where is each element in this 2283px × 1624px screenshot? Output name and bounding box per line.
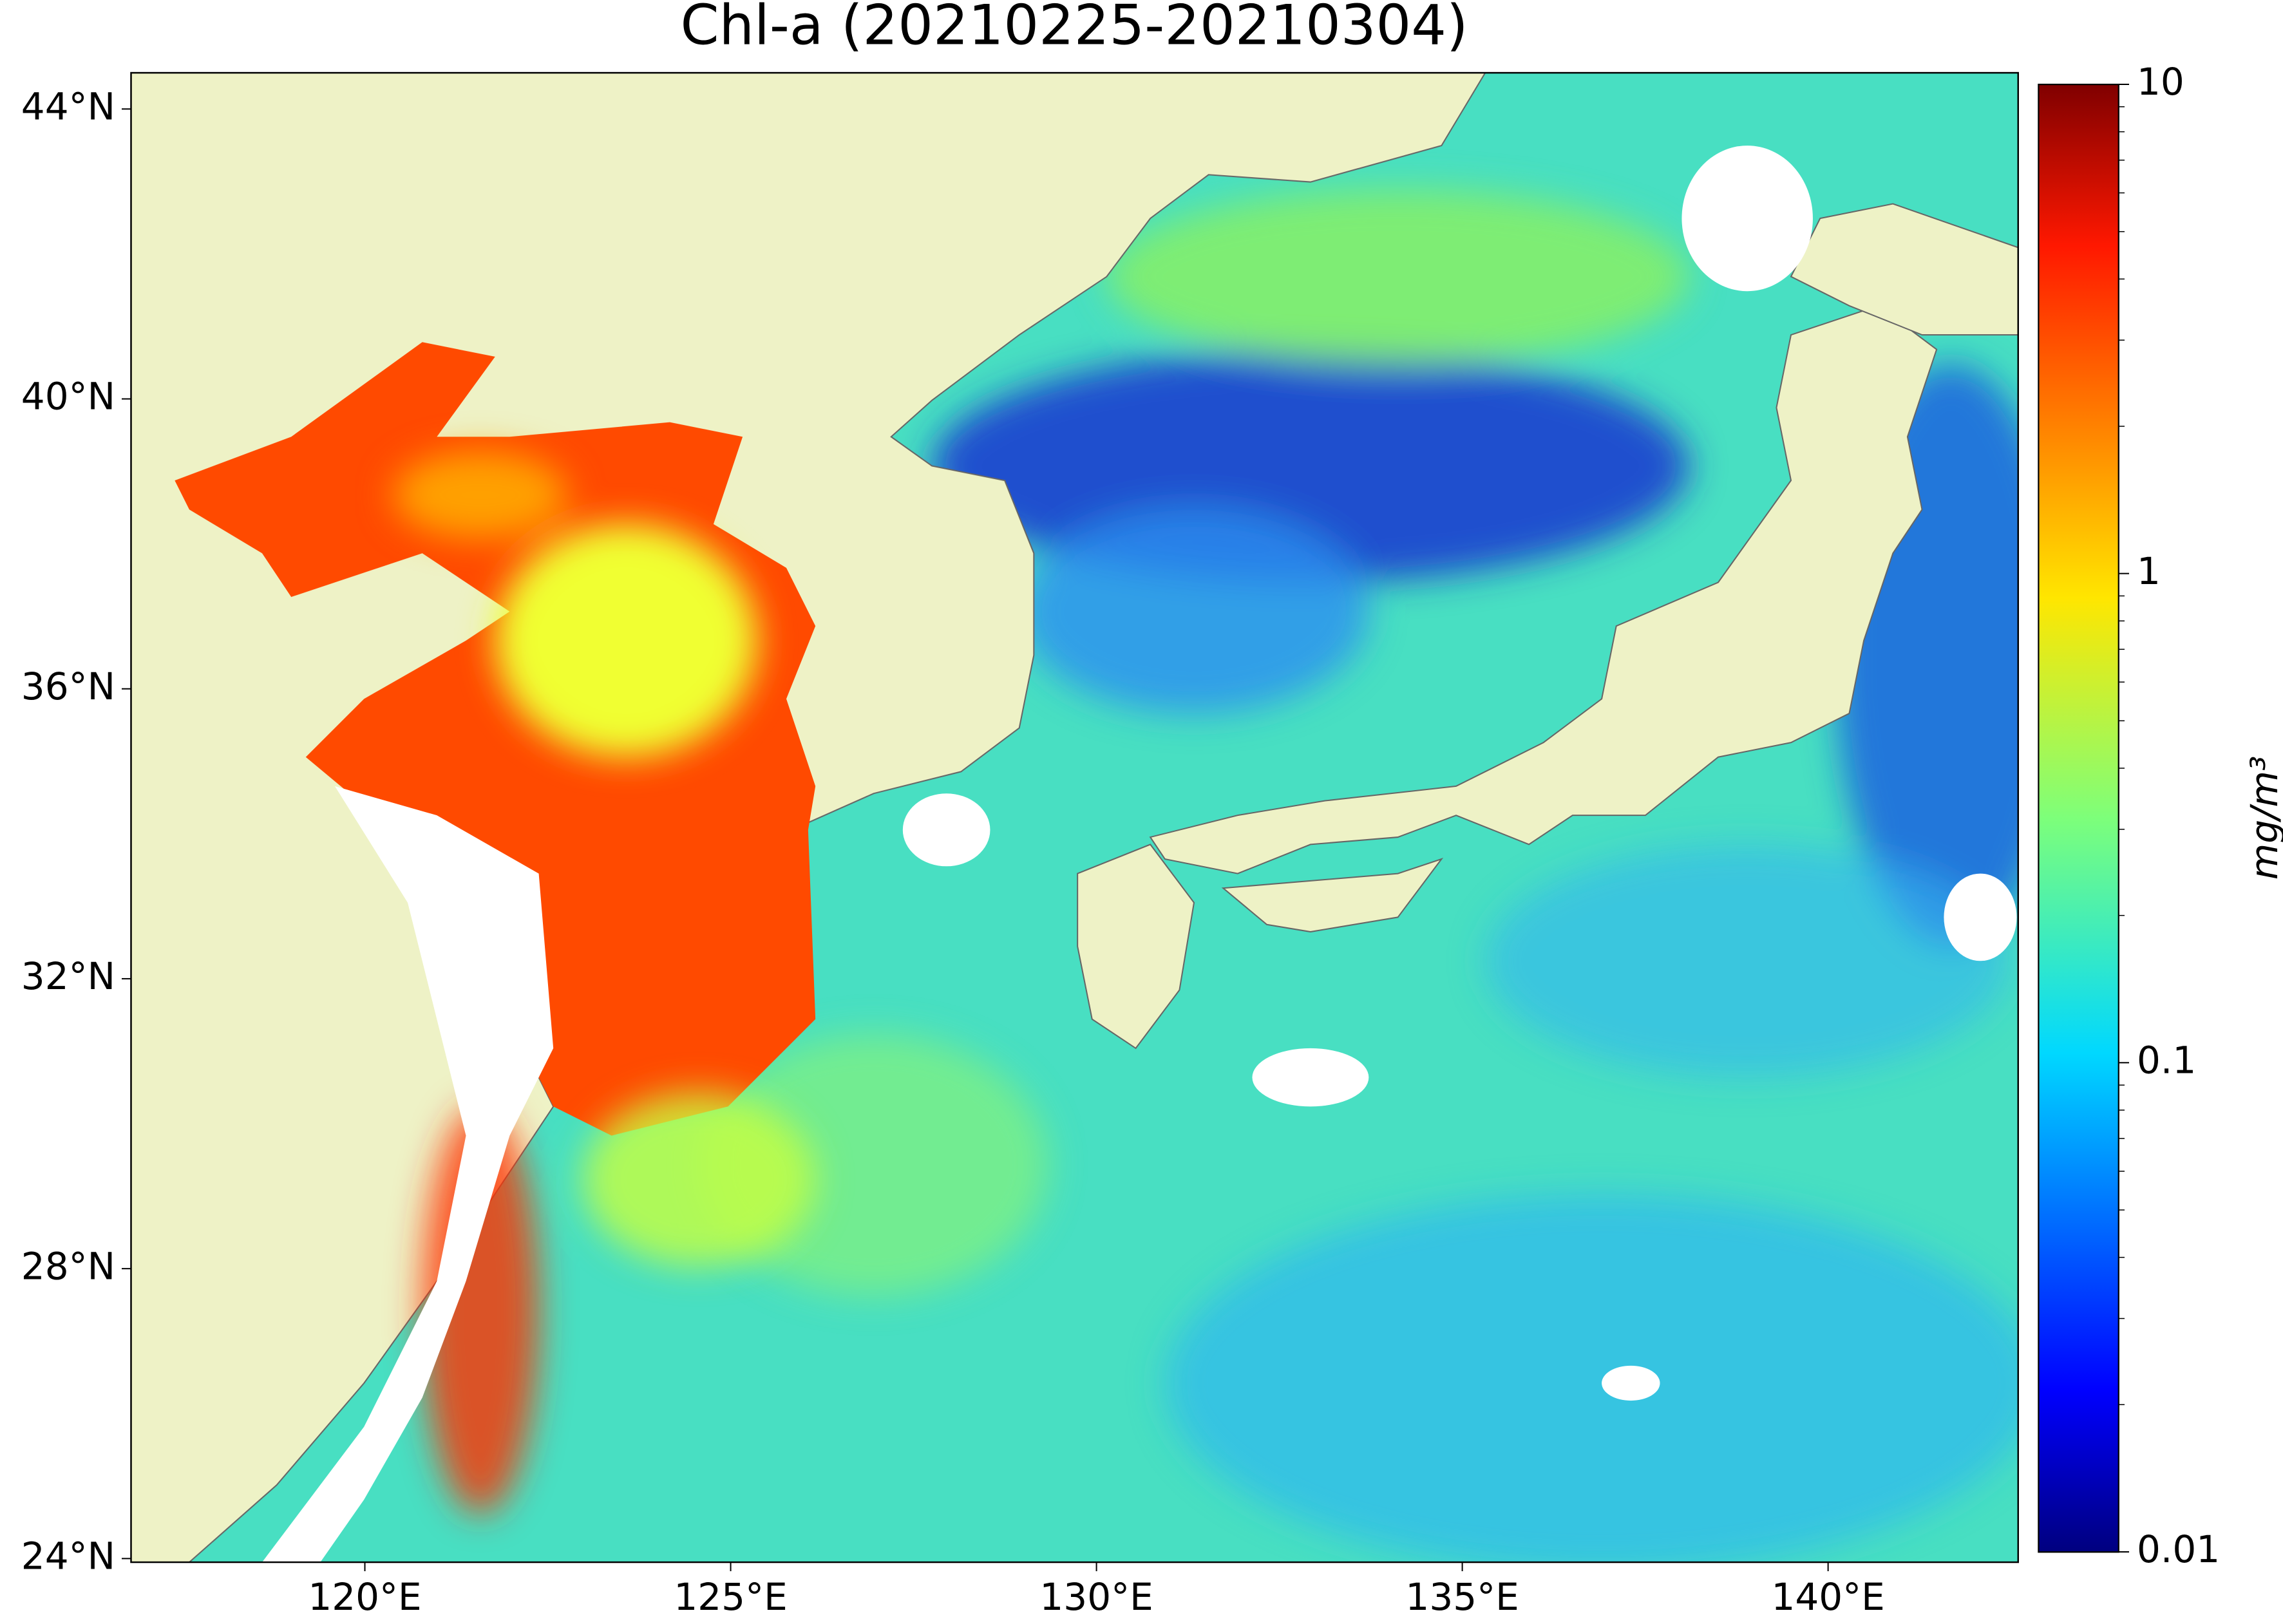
x-tick-label: 135°E: [1405, 1575, 1519, 1619]
y-tick-label: 24°N: [21, 1534, 115, 1578]
colorbar-tick-label: 10: [2137, 60, 2184, 104]
y-tick-label: 36°N: [21, 665, 115, 708]
colorbar-label: mg/m³: [2242, 756, 2283, 880]
colorbar-tick-label: 0.01: [2137, 1527, 2220, 1571]
land: [1221, 857, 1444, 933]
map: [130, 71, 2119, 1563]
colorbar: [2038, 84, 2119, 1553]
x-tick-label: 140°E: [1771, 1575, 1884, 1619]
land: [1149, 305, 1938, 874]
colorbar-tick-label: 1: [2137, 549, 2161, 593]
colorbar-tick-label: 0.1: [2137, 1038, 2196, 1082]
y-tick-label: 32°N: [21, 954, 115, 998]
land: [1077, 844, 1195, 1050]
x-tick-label: 120°E: [308, 1575, 421, 1619]
cloud: [902, 146, 2017, 1401]
y-tick-label: 44°N: [21, 84, 115, 128]
x-tick-label: 125°E: [674, 1575, 787, 1619]
cloud: [261, 786, 554, 1563]
land: [1790, 203, 2018, 336]
x-tick-label: 130°E: [1039, 1575, 1153, 1619]
chart-title: Chl-a (20210225-20210304): [680, 0, 1468, 57]
y-tick-label: 28°N: [21, 1244, 115, 1288]
y-tick-label: 40°N: [21, 375, 115, 419]
